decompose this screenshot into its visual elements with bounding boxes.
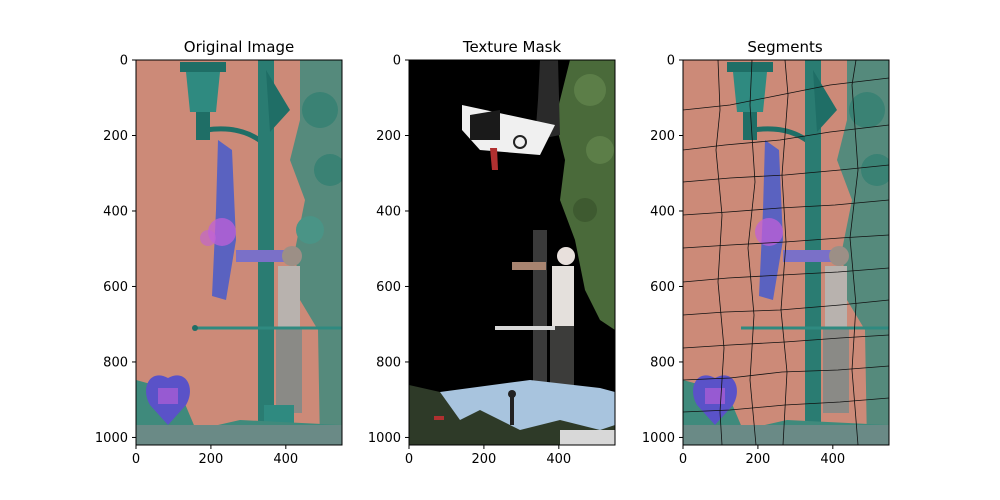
y-tick-label: 800 (103, 355, 128, 370)
y-axis-texture-mask: 0 200 400 600 800 1000 (368, 54, 409, 446)
x-tick-label: 400 (820, 452, 845, 467)
y-tick-label: 0 (667, 54, 675, 69)
axes-frame-original (135, 59, 343, 446)
panel-original-image: Original Image (95, 38, 343, 467)
axes-frame-segments (682, 59, 890, 446)
x-tick-label: 400 (546, 452, 571, 467)
y-tick-label: 0 (393, 54, 401, 69)
x-tick-label: 0 (405, 452, 413, 467)
y-tick-label: 1000 (368, 431, 401, 446)
y-tick-label: 600 (376, 280, 401, 295)
y-tick-label: 400 (103, 204, 128, 219)
y-tick-label: 400 (376, 204, 401, 219)
image-texture-mask (409, 60, 615, 445)
y-tick-label: 0 (120, 54, 128, 69)
x-tick-label: 0 (132, 452, 140, 467)
x-axis-texture-mask: 0 200 400 (405, 445, 571, 467)
image-original (136, 60, 342, 445)
panel-texture-mask: Texture Mask (368, 38, 616, 467)
x-axis-original: 0 200 400 (132, 445, 298, 467)
y-tick-label: 200 (650, 129, 675, 144)
y-tick-label: 200 (103, 129, 128, 144)
y-tick-label: 400 (650, 204, 675, 219)
x-axis-segments: 0 200 400 (679, 445, 845, 467)
y-tick-label: 600 (650, 280, 675, 295)
y-tick-label: 1000 (642, 431, 675, 446)
y-axis-original: 0 200 400 600 800 1000 (95, 54, 136, 446)
axes-frame-texture-mask (408, 59, 616, 446)
image-segments (683, 60, 889, 445)
y-tick-label: 200 (376, 129, 401, 144)
panel-title-texture-mask: Texture Mask (462, 38, 562, 56)
y-tick-label: 600 (103, 280, 128, 295)
x-tick-label: 400 (273, 452, 298, 467)
y-tick-label: 1000 (95, 431, 128, 446)
x-tick-label: 200 (745, 452, 770, 467)
y-axis-segments: 0 200 400 600 800 1000 (642, 54, 683, 446)
x-tick-label: 200 (198, 452, 223, 467)
panel-title-segments: Segments (747, 38, 823, 56)
x-tick-label: 200 (471, 452, 496, 467)
y-tick-label: 800 (650, 355, 675, 370)
x-tick-label: 0 (679, 452, 687, 467)
panel-segments: Segments (642, 38, 890, 467)
panel-title-original: Original Image (184, 38, 294, 56)
y-tick-label: 800 (376, 355, 401, 370)
